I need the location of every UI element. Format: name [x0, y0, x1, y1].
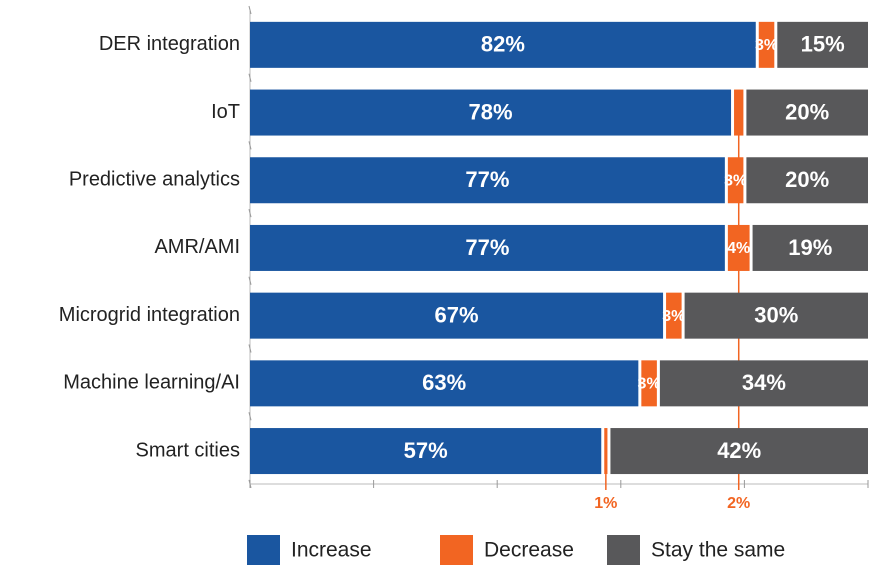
segment-label: 20% — [785, 99, 829, 124]
segment-label: 34% — [742, 370, 786, 395]
bar-segment — [250, 360, 639, 407]
segment-label: 3% — [662, 308, 685, 325]
bar-segment — [659, 360, 868, 407]
legend-label: Increase — [291, 539, 372, 562]
bar-segment — [250, 292, 664, 339]
legend-swatch — [607, 535, 640, 565]
y-axis-tick — [248, 5, 252, 15]
segment-label: 77% — [465, 167, 509, 192]
category-label: Predictive analytics — [69, 169, 240, 191]
segment-label: 77% — [465, 235, 509, 260]
bar-segment — [666, 292, 682, 339]
bar-segment — [746, 89, 868, 136]
legend-label: Decrease — [484, 539, 574, 562]
bar-segment — [777, 21, 868, 68]
segment-label: 63% — [422, 370, 466, 395]
legend-swatch — [440, 535, 473, 565]
bar-segment — [727, 224, 750, 271]
segment-label: 82% — [481, 32, 525, 57]
bar-segment — [752, 224, 868, 271]
segment-label: 4% — [727, 240, 750, 257]
y-axis-tick — [248, 141, 252, 150]
segment-label: 57% — [404, 438, 448, 463]
y-axis-tick — [248, 344, 252, 353]
legend-swatch — [247, 535, 280, 565]
bar-segment — [734, 89, 744, 136]
segment-label: 78% — [468, 99, 512, 124]
category-label: AMR/AMI — [154, 236, 240, 258]
y-axis-tick — [248, 208, 252, 218]
segment-label: 19% — [788, 235, 832, 260]
bar-segment — [610, 428, 868, 475]
category-label: Smart cities — [136, 439, 240, 461]
category-label: Microgrid integration — [59, 304, 240, 326]
bar-segment — [758, 21, 775, 68]
y-axis-tick — [248, 73, 252, 82]
segment-label: 2% — [727, 495, 750, 512]
bar-segment — [641, 360, 657, 407]
bar-segment — [250, 224, 725, 271]
segment-label: 3% — [638, 376, 661, 393]
segment-label: 20% — [785, 167, 829, 192]
segment-label: 30% — [754, 302, 798, 327]
bar-segment — [684, 292, 868, 339]
y-axis-tick — [248, 412, 252, 421]
bar-segment — [727, 157, 744, 204]
segment-label: 67% — [435, 302, 479, 327]
bar-segment — [746, 157, 868, 204]
bar-segment — [604, 428, 608, 475]
bar-segment — [250, 21, 756, 68]
y-axis-tick — [248, 276, 252, 285]
legend-label: Stay the same — [651, 539, 785, 562]
category-label: Machine learning/AI — [63, 372, 240, 394]
bar-segment — [250, 157, 725, 204]
segment-label: 3% — [755, 37, 778, 54]
bar-segment — [250, 428, 602, 475]
bar-segment — [250, 89, 732, 136]
segment-label: 3% — [724, 172, 747, 189]
segment-label: 15% — [801, 32, 845, 57]
category-label: IoT — [211, 101, 240, 123]
category-label: DER integration — [99, 33, 240, 55]
segment-label: 1% — [594, 495, 617, 512]
segment-label: 42% — [717, 438, 761, 463]
